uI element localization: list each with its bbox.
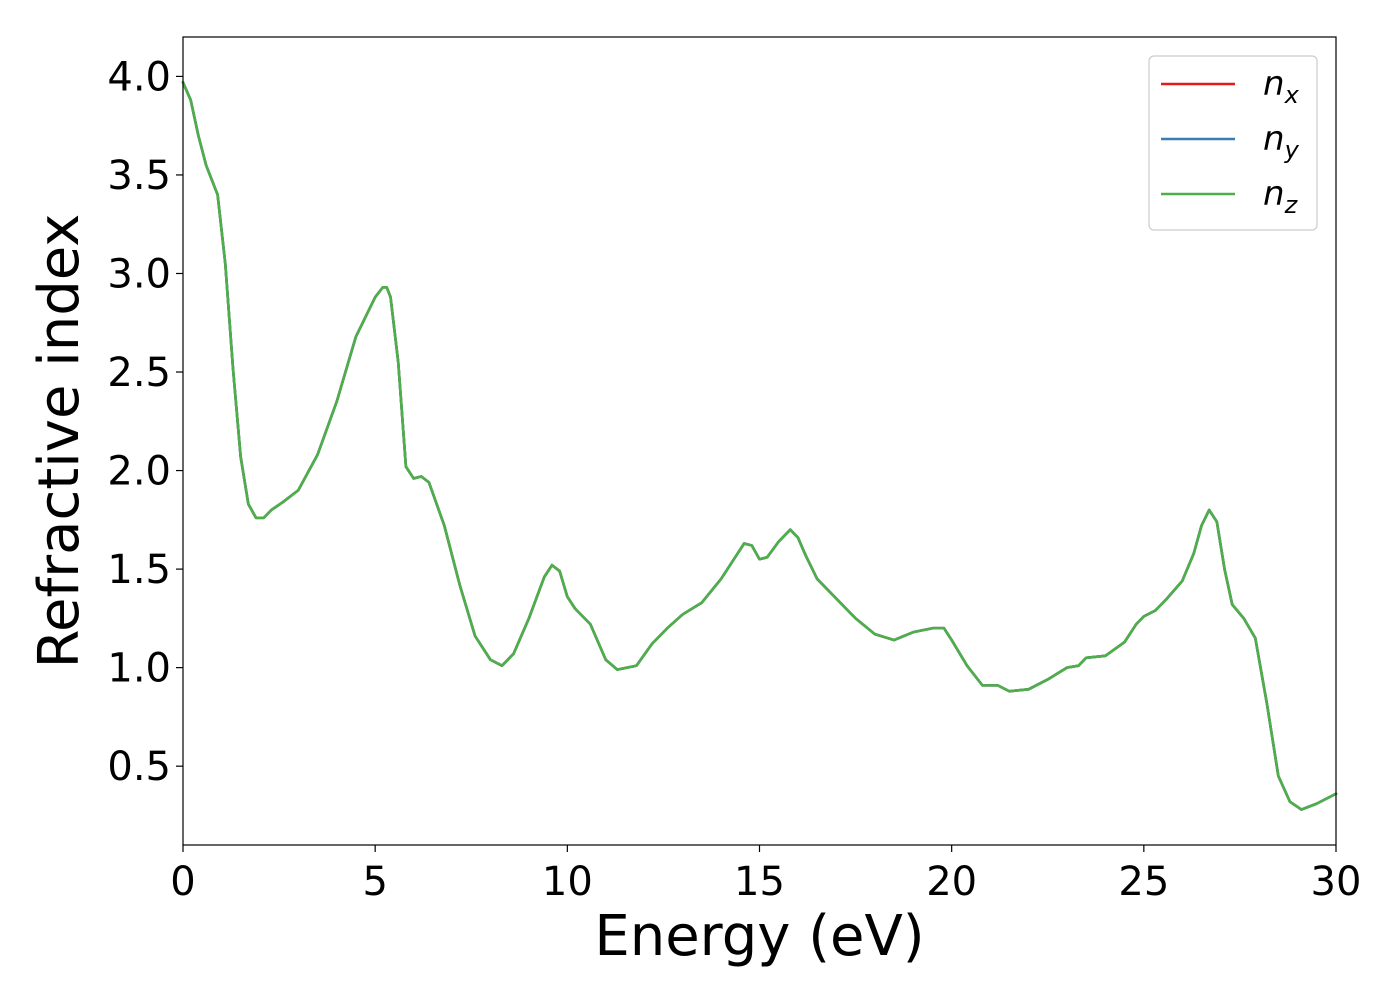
y-axis: 0.5 1.0 1.5 2.0 2.5 3.0 3.5 4.0 (107, 54, 183, 790)
y-tick-label: 2.5 (107, 350, 171, 396)
x-tick-label: 20 (926, 859, 977, 905)
y-tick-label: 3.0 (107, 251, 171, 297)
legend-box (1148, 55, 1318, 231)
series-line-nz (181, 81, 1338, 811)
y-tick-label: 0.5 (107, 744, 171, 790)
legend: nx ny nz (1148, 55, 1318, 231)
y-tick-label: 3.5 (107, 153, 171, 199)
y-tick-label: 1.0 (107, 646, 171, 692)
y-tick-label: 1.5 (107, 547, 171, 593)
x-tick-label: 10 (542, 859, 593, 905)
legend-label-nx: nx (1263, 64, 1300, 109)
series-layer (181, 81, 1338, 811)
x-tick-label: 30 (1311, 859, 1362, 905)
legend-label-ny: ny (1263, 119, 1300, 164)
x-tick-label: 15 (734, 859, 785, 905)
x-tick-label: 25 (1118, 859, 1169, 905)
legend-label-nz: nz (1263, 174, 1299, 219)
x-tick-label: 5 (362, 859, 387, 905)
x-axis-title: Energy (eV) (594, 904, 924, 969)
y-tick-label: 2.0 (107, 449, 171, 495)
x-axis: 0 5 10 15 20 25 30 (170, 845, 1361, 905)
x-tick-label: 0 (170, 859, 195, 905)
y-axis-title: Refractive index (27, 214, 92, 669)
y-tick-label: 4.0 (107, 54, 171, 100)
